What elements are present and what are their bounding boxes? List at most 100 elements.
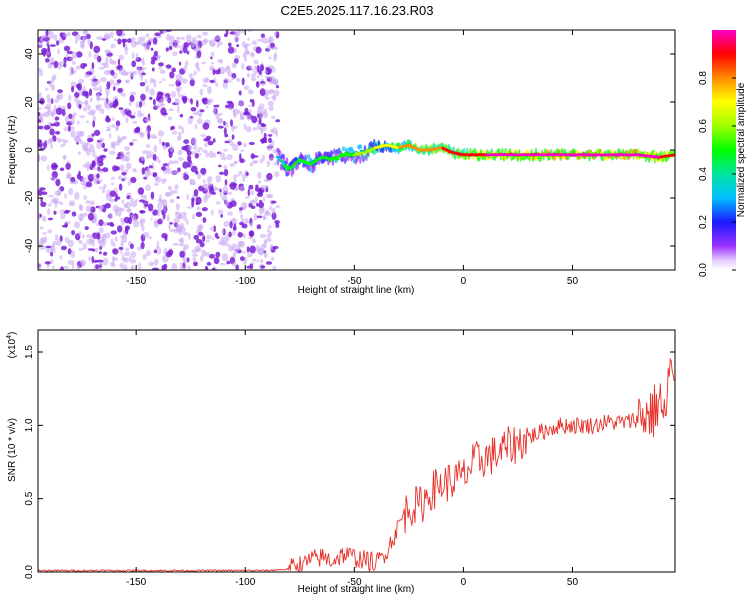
noise-point	[43, 125, 51, 130]
noise-point	[231, 134, 235, 140]
noise-point	[164, 192, 171, 197]
noise-point	[145, 85, 150, 93]
noise-point	[71, 85, 75, 93]
noise-point	[223, 78, 230, 81]
noise-point	[118, 246, 124, 250]
signal-core	[315, 158, 319, 162]
noise-point	[183, 244, 190, 250]
noise-point	[182, 267, 186, 270]
noise-point	[98, 169, 104, 174]
noise-point	[207, 140, 214, 146]
noise-point	[218, 164, 222, 168]
noise-point	[202, 84, 208, 88]
noise-point	[211, 237, 214, 241]
noise-point	[271, 212, 277, 220]
noise-point	[149, 96, 153, 101]
noise-point	[143, 41, 147, 48]
noise-point	[105, 92, 109, 100]
noise-point	[261, 138, 265, 144]
noise-point	[104, 232, 111, 239]
noise-point	[50, 244, 54, 252]
y-tick-label: 1.0	[24, 418, 35, 432]
noise-point	[227, 46, 235, 54]
signal-core	[282, 162, 286, 166]
noise-point	[247, 253, 253, 258]
signal-point	[359, 156, 362, 164]
noise-point	[263, 197, 266, 202]
noise-point	[100, 243, 106, 248]
noise-point	[63, 211, 70, 214]
noise-point	[67, 239, 74, 248]
noise-point	[168, 84, 175, 87]
noise-point	[79, 203, 83, 210]
noise-point	[167, 185, 172, 191]
noise-point	[233, 223, 237, 230]
signal-point	[372, 150, 377, 155]
noise-point	[99, 97, 107, 101]
noise-point	[191, 199, 195, 208]
noise-point	[50, 123, 57, 127]
noise-point	[189, 162, 195, 167]
noise-point	[176, 196, 180, 199]
noise-point	[253, 70, 258, 75]
noise-point	[169, 228, 176, 233]
noise-point	[131, 52, 135, 59]
noise-point	[253, 59, 259, 65]
noise-point	[191, 253, 199, 257]
noise-point	[161, 178, 167, 184]
noise-point	[63, 126, 70, 132]
noise-point	[270, 200, 277, 204]
noise-point	[228, 107, 233, 110]
noise-point	[202, 77, 208, 84]
noise-point	[271, 256, 275, 261]
noise-point	[275, 222, 280, 229]
noise-point	[55, 178, 61, 187]
signal-core	[541, 153, 545, 157]
colorbar-ticks: 0.0 0.2 0.4 0.6 0.8	[698, 71, 736, 277]
noise-point	[169, 145, 174, 153]
noise-point	[169, 198, 175, 204]
noise-point	[53, 34, 58, 41]
noise-point	[96, 141, 103, 150]
noise-point	[226, 80, 232, 83]
noise-point	[222, 82, 229, 89]
noise-point	[202, 217, 207, 224]
noise-point	[233, 160, 239, 164]
noise-point	[211, 209, 214, 216]
noise-point	[267, 134, 273, 137]
signal-core	[582, 153, 586, 157]
noise-point	[227, 191, 233, 195]
noise-point	[64, 193, 67, 199]
noise-point	[89, 200, 95, 206]
noise-point	[63, 265, 69, 269]
signal-point	[292, 167, 295, 175]
noise-point	[250, 189, 255, 196]
spectrogram-panel: -150 -100 -50 0 50 -40 -20 0 20 40 Height of str…	[7, 29, 676, 296]
noise-point	[111, 182, 114, 186]
signal-core	[578, 153, 582, 157]
noise-point	[206, 99, 212, 106]
noise-point	[74, 191, 80, 200]
y-tick-label: 0.5	[24, 491, 35, 505]
noise-point	[257, 172, 262, 179]
noise-point	[224, 133, 229, 138]
noise-point	[233, 58, 239, 64]
noise-point	[70, 81, 77, 88]
noise-point	[124, 52, 128, 55]
noise-point	[177, 149, 183, 156]
noise-point	[213, 257, 220, 265]
noise-point	[108, 133, 112, 139]
noise-point	[64, 139, 69, 143]
noise-point	[223, 220, 230, 228]
noise-point	[209, 68, 215, 71]
signal-point	[501, 147, 504, 155]
signal-point	[282, 154, 286, 162]
noise-point	[63, 155, 66, 161]
noise-point	[113, 82, 121, 86]
noise-point	[246, 246, 250, 253]
noise-point	[262, 154, 265, 161]
noise-point	[204, 142, 208, 148]
noise-point	[38, 141, 43, 148]
noise-point	[61, 109, 66, 117]
noise-point	[88, 51, 92, 59]
